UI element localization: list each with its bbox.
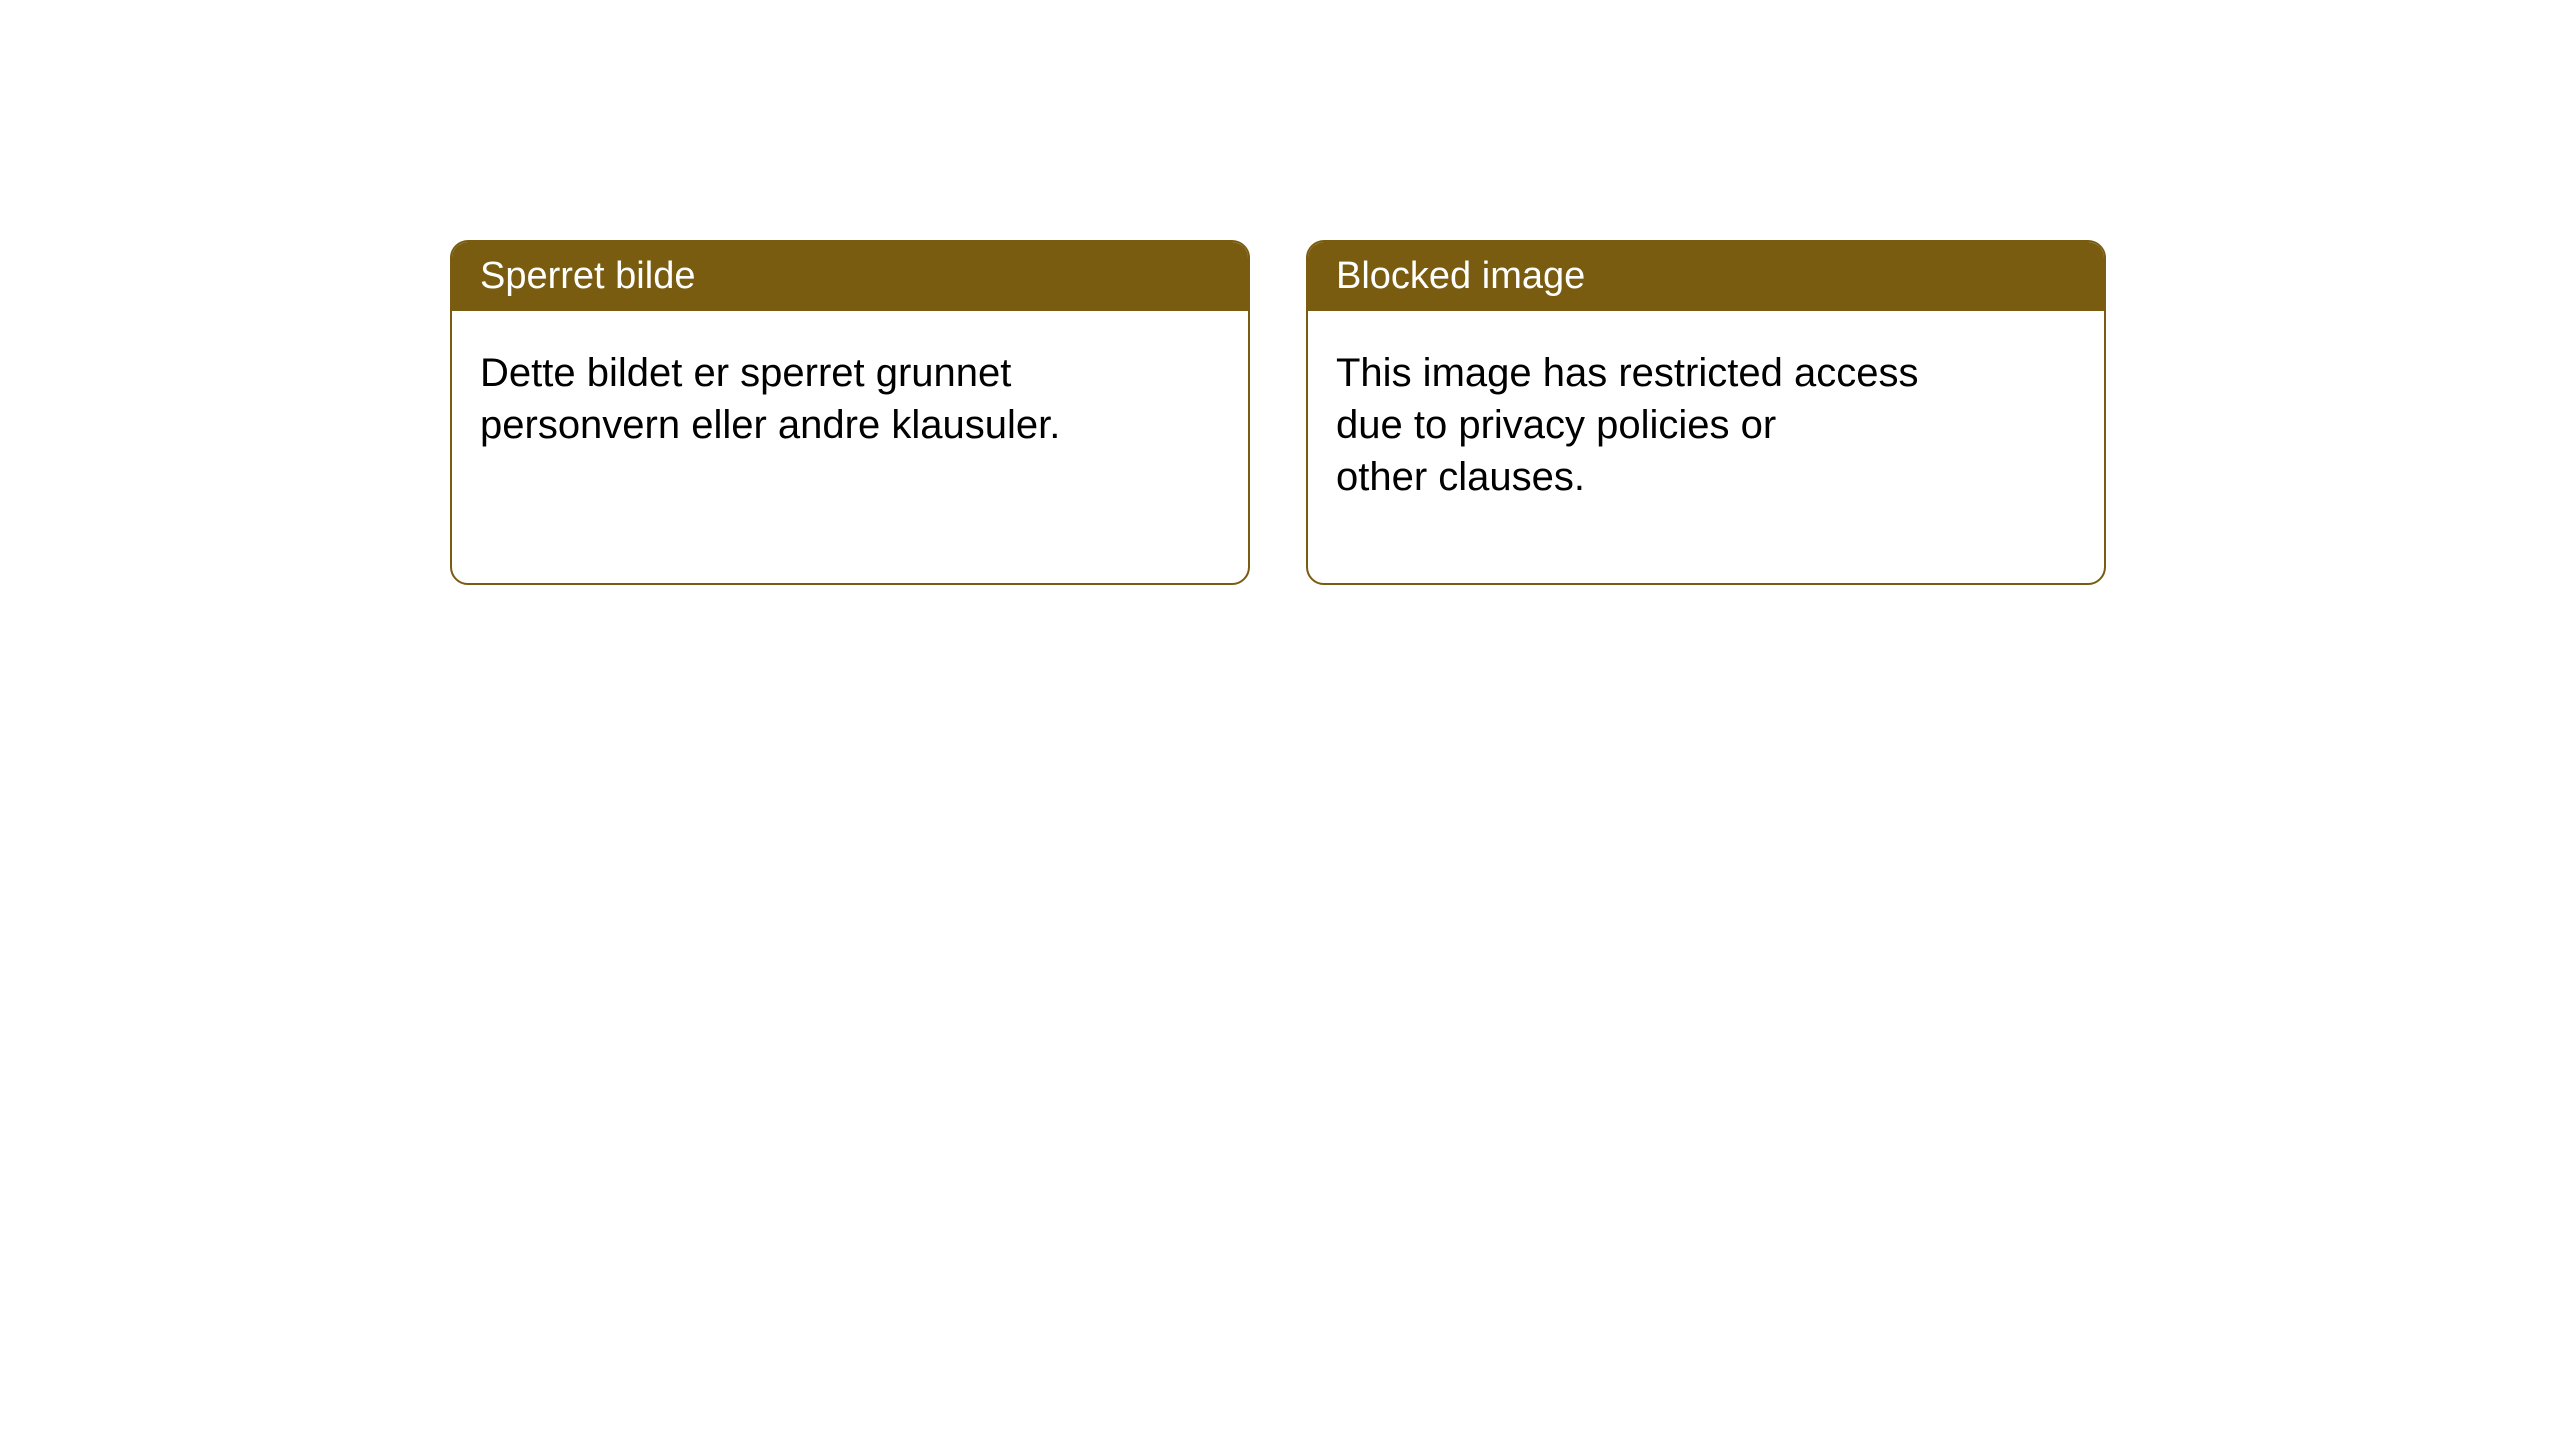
card-body-text: This image has restricted access due to … <box>1308 311 2104 583</box>
card-title: Blocked image <box>1308 242 2104 311</box>
notice-cards-container: Sperret bilde Dette bildet er sperret gr… <box>0 0 2560 585</box>
blocked-image-card-english: Blocked image This image has restricted … <box>1306 240 2106 585</box>
card-body-text: Dette bildet er sperret grunnet personve… <box>452 311 1248 531</box>
card-title: Sperret bilde <box>452 242 1248 311</box>
blocked-image-card-norwegian: Sperret bilde Dette bildet er sperret gr… <box>450 240 1250 585</box>
